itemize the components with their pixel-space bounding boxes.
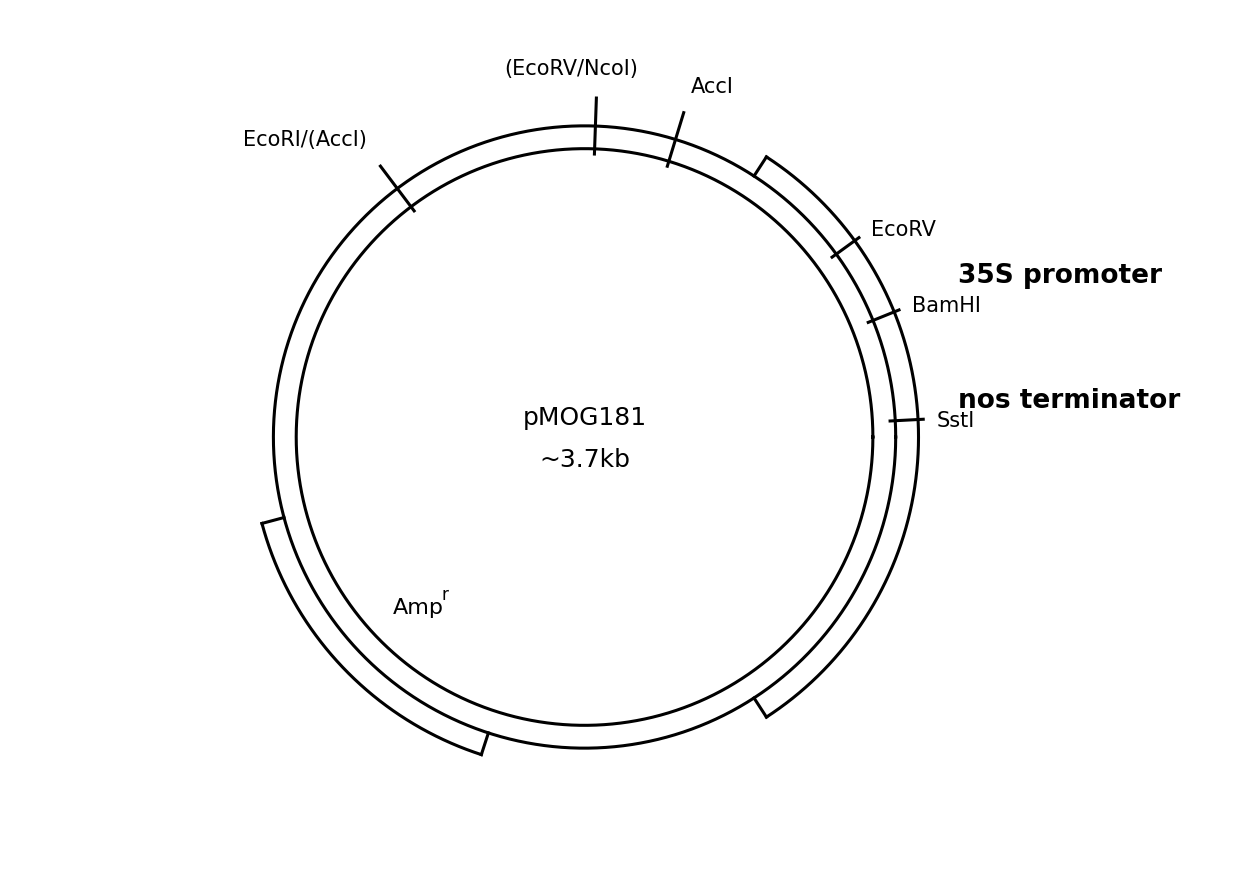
Text: pMOG181: pMOG181 [522,406,646,430]
Text: EcoRV: EcoRV [872,220,936,240]
Text: BamHI: BamHI [913,296,981,316]
Text: ~3.7kb: ~3.7kb [539,447,630,472]
Text: Amp: Amp [393,598,444,618]
Text: EcoRI/(AccI): EcoRI/(AccI) [243,130,367,150]
Text: AccI: AccI [691,77,733,97]
Text: (EcoRV/NcoI): (EcoRV/NcoI) [503,59,637,80]
Text: SstI: SstI [936,411,975,431]
Text: r: r [441,586,449,604]
Text: 35S promoter: 35S promoter [959,263,1162,289]
Text: nos terminator: nos terminator [959,388,1180,413]
